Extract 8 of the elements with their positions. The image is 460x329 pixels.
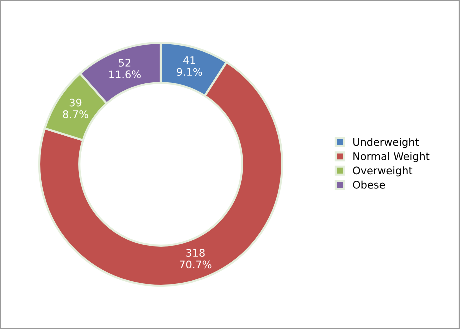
legend-label: Overweight (353, 166, 413, 177)
data-label: 41 9.1% (177, 56, 202, 76)
legend-label: Obese (353, 180, 386, 189)
data-label: 318 70.7% (180, 249, 212, 269)
data-label: 39 8.7% (63, 98, 88, 118)
legend-label: Underweight (354, 138, 420, 148)
legend-label: Normal Weight (354, 152, 430, 162)
data-label: 52 11.6% (110, 59, 141, 79)
